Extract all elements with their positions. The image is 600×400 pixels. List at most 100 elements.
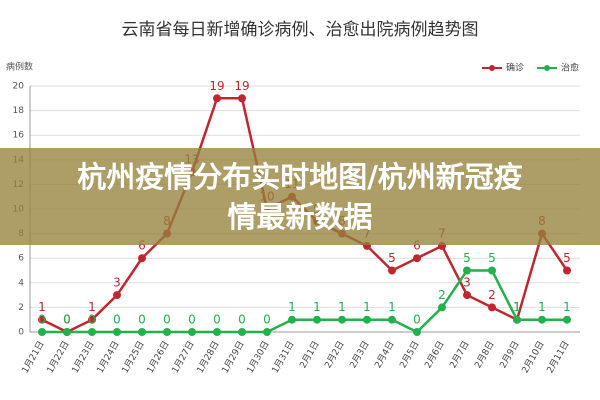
x-tick-label: 1月31日: [270, 339, 297, 375]
point: [413, 254, 421, 263]
data-label: 0: [413, 313, 421, 327]
point: [388, 315, 396, 324]
point: [38, 315, 46, 324]
x-tick-label: 2月8日: [473, 339, 497, 370]
banner: 杭州疫情分布实时地图/杭州新冠疫情最新数据: [0, 148, 600, 245]
x-tick-label: 2月2日: [323, 339, 347, 370]
legend-label: 治愈: [561, 62, 579, 74]
data-label: 1: [513, 300, 521, 314]
data-label: 19: [209, 79, 224, 93]
data-label: 0: [63, 313, 71, 327]
data-label: 0: [63, 313, 71, 327]
x-tick-label: 2月11日: [545, 339, 572, 375]
point: [413, 328, 421, 336]
point: [38, 328, 46, 336]
data-label: 1: [363, 300, 371, 314]
data-label: 0: [163, 313, 171, 327]
x-tick-label: 1月26日: [145, 339, 172, 375]
x-tick-label: 2月3日: [348, 339, 372, 370]
y-tick-label: 20: [13, 82, 25, 92]
point: [163, 328, 171, 336]
point: [488, 303, 496, 312]
point: [138, 328, 146, 336]
point: [488, 266, 496, 275]
data-label: 0: [213, 313, 221, 327]
x-tick-label: 1月22日: [45, 339, 72, 375]
x-tick-label: 1月28日: [195, 339, 222, 375]
data-label: 6: [138, 239, 146, 253]
point: [463, 266, 471, 275]
x-tick-label: 1月23日: [70, 339, 97, 375]
data-label: 1: [563, 300, 571, 314]
data-label: 1: [338, 300, 346, 314]
data-label: 0: [38, 313, 46, 327]
x-tick-label: 2月9日: [498, 339, 522, 370]
point: [563, 266, 571, 275]
point: [288, 315, 296, 324]
x-tick-label: 1月21日: [20, 339, 47, 375]
data-label: 1: [288, 300, 296, 314]
point: [238, 94, 246, 103]
x-tick-label: 1月29日: [220, 339, 247, 375]
x-tick-label: 2月10日: [520, 339, 547, 375]
data-label: 1: [513, 300, 521, 314]
data-label: 2: [438, 288, 446, 302]
data-label: 3: [113, 276, 121, 290]
data-label: 0: [238, 313, 246, 327]
chart-title: 云南省每日新增确诊病例、治愈出院病例趋势图: [122, 20, 479, 40]
point: [513, 315, 521, 324]
point: [138, 254, 146, 263]
point: [463, 291, 471, 300]
data-label: 5: [488, 251, 496, 265]
data-label: 5: [563, 251, 571, 265]
legend-marker: [489, 65, 495, 71]
y-tick-label: 2: [18, 303, 24, 313]
x-tick-label: 2月1日: [298, 339, 322, 370]
data-label: 19: [234, 79, 249, 93]
data-label: 6: [413, 239, 421, 253]
y-tick-label: 4: [18, 278, 24, 288]
y-tick-label: 18: [13, 106, 25, 116]
point: [263, 328, 271, 336]
point: [88, 328, 96, 336]
data-label: 2: [488, 288, 496, 302]
series-line: [42, 269, 567, 334]
point: [363, 315, 371, 324]
point: [563, 315, 571, 324]
y-tick-label: 0: [18, 328, 24, 338]
data-label: 0: [188, 313, 196, 327]
y-axis-label: 病例数: [6, 61, 33, 73]
data-label: 1: [38, 300, 46, 314]
banner-text: 杭州疫情分布实时地图/杭州新冠疫情最新数据: [77, 159, 523, 234]
data-label: 1: [538, 300, 546, 314]
point: [213, 328, 221, 336]
point: [88, 315, 96, 324]
y-tick-label: 16: [13, 131, 25, 141]
point: [438, 303, 446, 312]
x-tick-label: 1月25日: [120, 339, 147, 375]
data-label: 3: [463, 276, 471, 290]
data-label: 1: [388, 300, 396, 314]
point: [313, 315, 321, 324]
x-tick-label: 2月4日: [373, 339, 397, 370]
data-label: 1: [88, 300, 96, 314]
x-tick-label: 2月7日: [448, 339, 472, 370]
x-tick-label: 1月27日: [170, 339, 197, 375]
legend-label: 确诊: [506, 62, 524, 74]
point: [188, 328, 196, 336]
point: [238, 328, 246, 336]
point: [213, 94, 221, 103]
point: [63, 328, 71, 336]
x-tick-label: 1月24日: [95, 339, 122, 375]
data-label: 0: [263, 313, 271, 327]
data-label: 0: [113, 313, 121, 327]
point: [538, 315, 546, 324]
legend-marker: [544, 65, 550, 71]
y-tick-label: 6: [18, 254, 24, 264]
data-label: 0: [88, 313, 96, 327]
point: [388, 266, 396, 275]
data-label: 5: [388, 251, 396, 265]
data-label: 5: [463, 251, 471, 265]
point: [113, 291, 121, 300]
